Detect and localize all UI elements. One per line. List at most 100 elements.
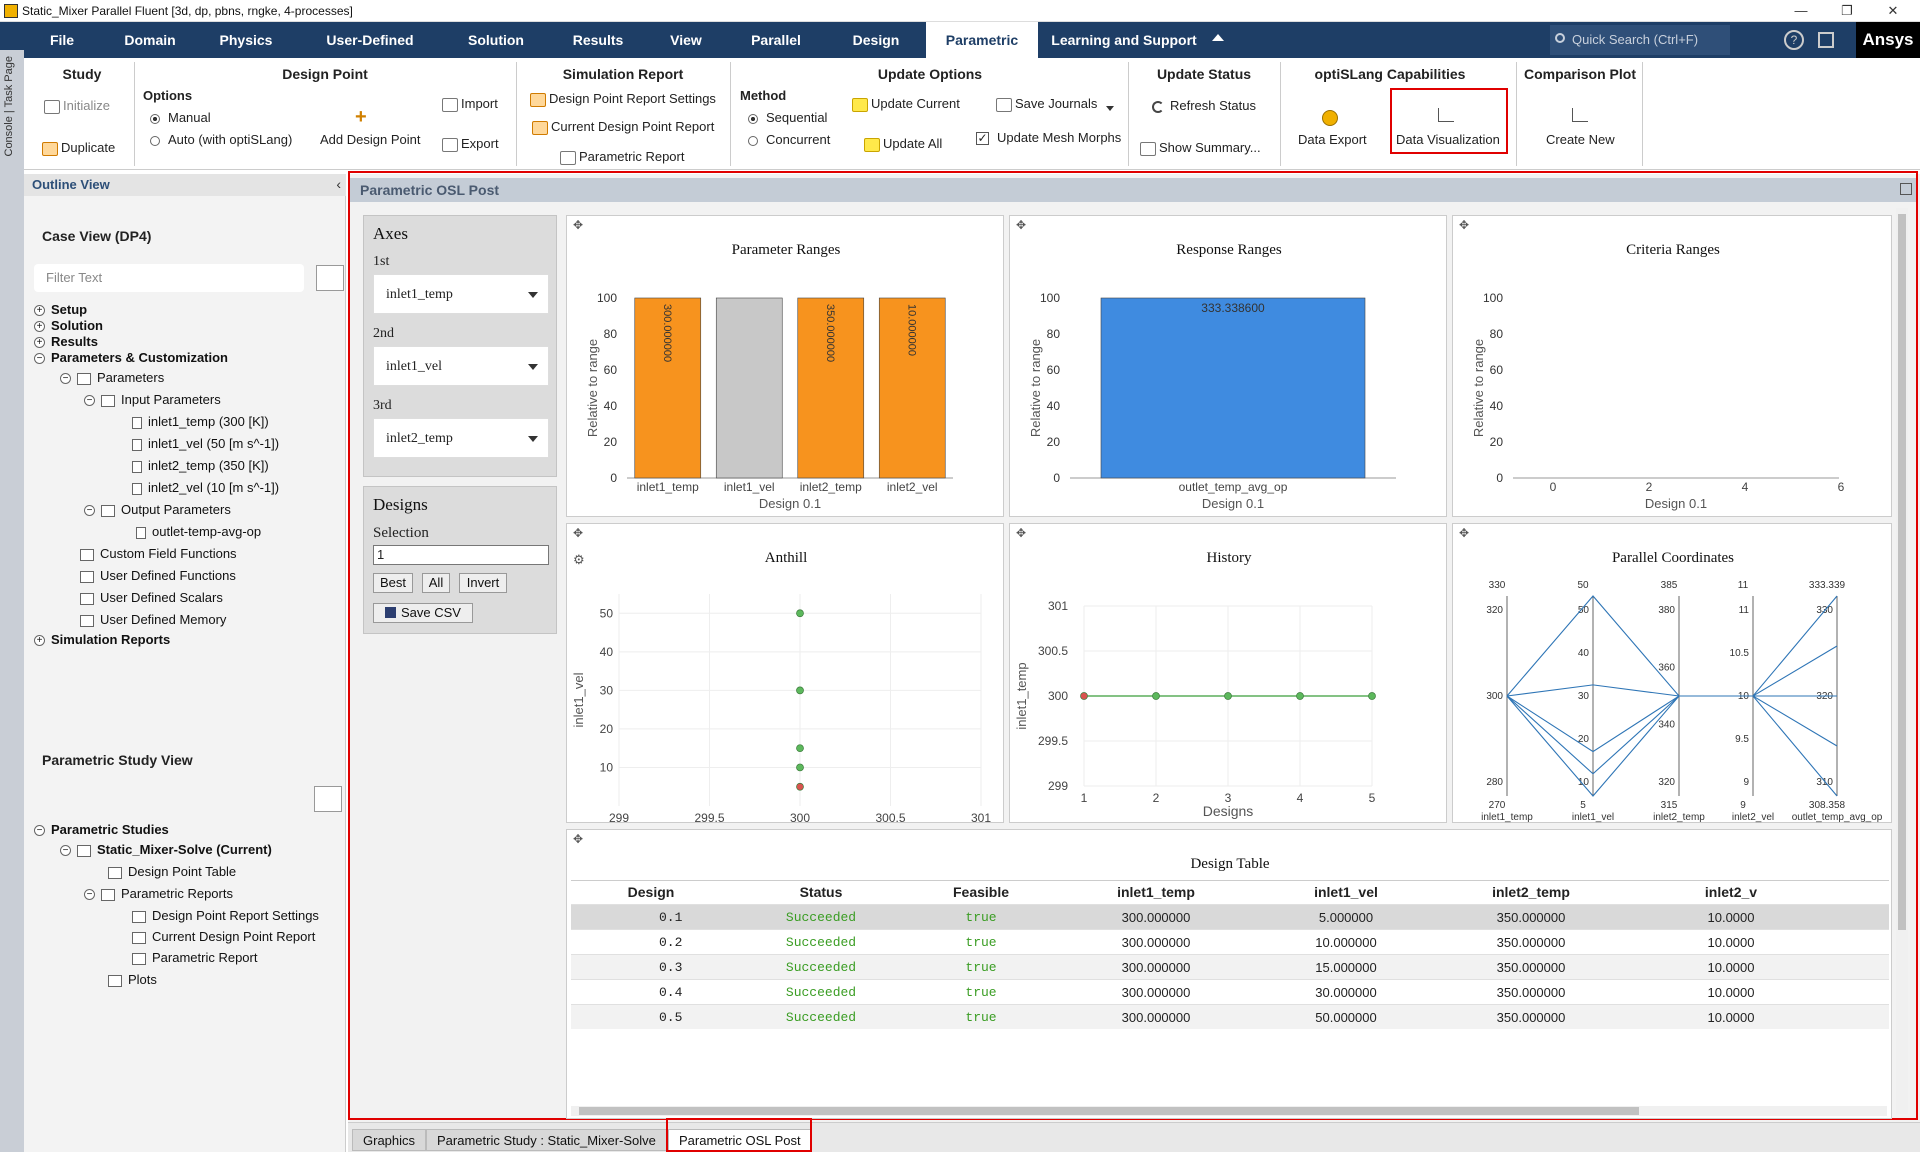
expand-icon[interactable]: + — [34, 305, 45, 317]
auto-radio[interactable]: Auto (with optiSLang) — [150, 132, 292, 147]
maximize-button[interactable]: ❐ — [1841, 3, 1853, 18]
tree-parametric-reports[interactable]: − Parametric Reports — [84, 886, 233, 901]
menu-user-defined[interactable]: User-Defined — [326, 32, 414, 48]
tab-parametric-study[interactable]: Parametric Study : Static_Mixer-Solve — [426, 1129, 667, 1151]
menu-domain[interactable]: Domain — [124, 32, 176, 48]
tree-results[interactable]: + Results — [34, 334, 98, 349]
best-button[interactable]: Best — [373, 573, 413, 593]
scrollbar-thumb[interactable] — [579, 1107, 1639, 1115]
selection-input[interactable]: 1 — [373, 545, 549, 565]
tree-parametric-studies[interactable]: − Parametric Studies — [34, 822, 169, 837]
expand-icon[interactable]: + — [34, 337, 45, 349]
tab-graphics[interactable]: Graphics — [352, 1129, 427, 1151]
tree-setup[interactable]: + Setup — [34, 302, 87, 317]
collapse-icon[interactable]: − — [34, 353, 45, 365]
tree-dp-report-settings[interactable]: Design Point Report Settings — [132, 908, 319, 923]
chevron-down-icon[interactable] — [1106, 106, 1114, 111]
menu-solution[interactable]: Solution — [468, 32, 524, 48]
refresh-status-button[interactable]: Refresh Status — [1152, 98, 1256, 113]
vertical-scrollbar[interactable] — [1896, 208, 1908, 1114]
menu-parametric[interactable]: Parametric — [926, 22, 1038, 58]
tree-uds[interactable]: User Defined Scalars — [80, 590, 223, 605]
tree-param-inlet1-temp[interactable]: inlet1_temp (300 [K]) — [132, 414, 269, 429]
expand-icon[interactable]: + — [34, 321, 45, 333]
menu-view[interactable]: View — [670, 32, 702, 48]
dp-report-settings-button[interactable]: Design Point Report Settings — [530, 91, 716, 107]
menu-physics[interactable]: Physics — [219, 32, 273, 48]
tree-input-parameters[interactable]: − Input Parameters — [84, 392, 221, 407]
table-row[interactable]: 0.2 Succeeded true 300.000000 10.000000 350.0… — [571, 929, 1889, 954]
column-header[interactable]: inlet2_v — [1704, 884, 1758, 900]
tree-custom-field-functions[interactable]: Custom Field Functions — [80, 546, 237, 561]
data-visualization-button[interactable]: Data Visualization — [1396, 132, 1500, 147]
maximize-panel-icon[interactable] — [1900, 183, 1912, 195]
drag-handle-icon[interactable]: ✥ — [1459, 526, 1470, 540]
table-row[interactable]: 0.1 Succeeded true 300.000000 5.000000 350.00… — [571, 904, 1889, 929]
sequential-radio[interactable]: Sequential — [748, 110, 827, 125]
parametric-report-button[interactable]: Parametric Report — [560, 149, 684, 165]
create-new-button[interactable]: Create New — [1546, 132, 1615, 147]
export-button[interactable]: Export — [442, 136, 499, 152]
tree-param-inlet2-temp[interactable]: inlet2_temp (350 [K]) — [132, 458, 269, 473]
invert-button[interactable]: Invert — [459, 573, 507, 593]
horizontal-scrollbar[interactable] — [571, 1106, 1887, 1116]
drag-handle-icon[interactable]: ✥ — [573, 218, 584, 232]
tree-solution[interactable]: + Solution — [34, 318, 103, 333]
current-dp-report-button[interactable]: Current Design Point Report — [532, 119, 714, 135]
column-header[interactable]: inlet1_vel — [1314, 884, 1378, 900]
help-icon[interactable]: ? — [1784, 30, 1804, 50]
menu-results[interactable]: Results — [572, 32, 624, 48]
column-header[interactable]: inlet2_temp — [1492, 884, 1570, 900]
table-row[interactable]: 0.5 Succeeded true 300.000000 50.000000 350.0… — [571, 1004, 1889, 1029]
table-row[interactable]: 0.3 Succeeded true 300.000000 15.000000 350.0… — [571, 954, 1889, 979]
drag-handle-icon[interactable]: ✥ — [1459, 218, 1470, 232]
axis-2nd-select[interactable]: inlet1_vel — [373, 346, 549, 386]
collapse-ribbon-icon[interactable] — [1212, 34, 1224, 41]
column-header[interactable]: Status — [799, 884, 843, 900]
duplicate-button[interactable]: Duplicate — [42, 140, 115, 156]
show-summary-button[interactable]: Show Summary... — [1140, 140, 1261, 156]
update-current-button[interactable]: Update Current — [852, 96, 960, 112]
tree-plots[interactable]: Plots — [108, 972, 157, 987]
save-icon[interactable] — [314, 786, 342, 812]
table-row[interactable]: 0.4 Succeeded true 300.000000 30.000000 350.0… — [571, 979, 1889, 1004]
quick-search-input[interactable]: Quick Search (Ctrl+F) — [1550, 25, 1730, 55]
filter-text-input[interactable]: Filter Text — [34, 264, 304, 292]
collapse-icon[interactable]: − — [60, 845, 71, 857]
tree-param-inlet1-vel[interactable]: inlet1_vel (50 [m s^-1]) — [132, 436, 279, 451]
save-journals-button[interactable]: Save Journals — [996, 96, 1097, 112]
column-header[interactable]: inlet1_temp — [1117, 884, 1195, 900]
column-header[interactable]: Design — [627, 884, 675, 900]
update-all-button[interactable]: Update All — [864, 136, 942, 152]
menu-learning-support[interactable]: Learning and Support — [1051, 32, 1197, 48]
gear-icon[interactable]: ⚙ — [573, 552, 585, 567]
tree-current-dp-report[interactable]: Current Design Point Report — [132, 929, 315, 944]
tree-current-study[interactable]: − Static_Mixer-Solve (Current) — [60, 842, 272, 857]
tree-output-parameters[interactable]: − Output Parameters — [84, 502, 231, 517]
import-button[interactable]: Import — [442, 96, 498, 112]
all-button[interactable]: All — [422, 573, 450, 593]
save-icon[interactable] — [316, 265, 344, 291]
collapse-icon[interactable]: − — [84, 505, 95, 517]
tree-param-inlet2-vel[interactable]: inlet2_vel (10 [m s^-1]) — [132, 480, 279, 495]
console-task-strip[interactable]: Console | Task Page — [0, 50, 24, 1152]
collapse-icon[interactable]: − — [60, 373, 71, 385]
collapse-icon[interactable]: − — [84, 889, 95, 901]
column-header[interactable]: Feasible — [952, 884, 1010, 900]
tree-parametric-report[interactable]: Parametric Report — [132, 950, 257, 965]
add-design-point-button[interactable]: Add Design Point — [320, 132, 421, 147]
drag-handle-icon[interactable]: ✥ — [1016, 526, 1027, 540]
manual-radio[interactable]: Manual — [150, 110, 211, 125]
axis-1st-select[interactable]: inlet1_temp — [373, 274, 549, 314]
tree-udf[interactable]: User Defined Functions — [80, 568, 236, 583]
layout-icon[interactable] — [1818, 32, 1834, 48]
tree-design-point-table[interactable]: Design Point Table — [108, 864, 236, 879]
drag-handle-icon[interactable]: ✥ — [573, 526, 584, 540]
save-csv-button[interactable]: Save CSV — [373, 603, 473, 623]
menu-design[interactable]: Design — [852, 32, 900, 48]
data-export-button[interactable]: Data Export — [1298, 132, 1367, 147]
close-button[interactable]: ✕ — [1887, 3, 1899, 18]
collapse-icon[interactable]: − — [34, 825, 45, 837]
axis-3rd-select[interactable]: inlet2_temp — [373, 418, 549, 458]
minimize-button[interactable]: — — [1794, 3, 1808, 18]
